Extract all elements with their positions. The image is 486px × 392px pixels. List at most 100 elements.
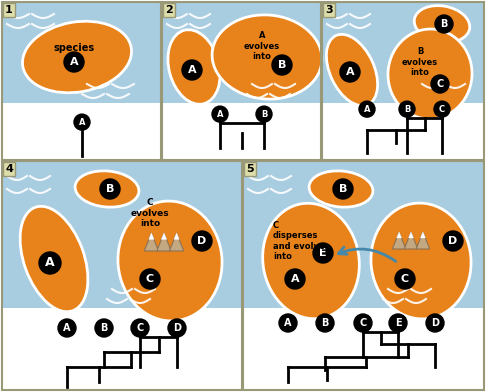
Polygon shape [174,233,179,239]
Bar [243,161,484,308]
Text: A
evolves
into: A evolves into [244,31,280,61]
Circle shape [434,101,450,117]
Polygon shape [144,233,158,251]
Circle shape [389,314,407,332]
Bar [2,103,161,160]
Ellipse shape [371,203,471,319]
Polygon shape [392,232,406,249]
Text: B
evolves
into: B evolves into [402,47,438,77]
Text: C: C [401,274,409,284]
Text: B: B [440,19,448,29]
Polygon shape [397,232,401,238]
Text: C: C [359,318,366,328]
Text: 5: 5 [246,164,254,174]
Ellipse shape [20,206,88,312]
Circle shape [285,269,305,289]
Text: species: species [53,43,95,53]
Text: A: A [291,274,299,284]
Text: C: C [137,323,144,333]
Circle shape [39,252,61,274]
Polygon shape [149,233,154,239]
Circle shape [426,314,444,332]
Circle shape [58,319,76,337]
Text: B: B [339,184,347,194]
Text: A: A [188,65,196,75]
Circle shape [443,231,463,251]
Text: D: D [449,236,458,246]
Text: B: B [278,60,286,70]
Circle shape [340,62,360,82]
Circle shape [359,101,375,117]
Text: A: A [364,105,370,114]
Circle shape [192,231,212,251]
Circle shape [354,314,372,332]
Circle shape [95,319,113,337]
Text: E: E [395,318,401,328]
Ellipse shape [262,203,359,319]
Ellipse shape [22,21,132,93]
FancyArrowPatch shape [338,247,396,261]
Ellipse shape [212,15,322,99]
Bar [322,2,484,103]
Circle shape [140,269,160,289]
Polygon shape [170,233,184,251]
Text: C: C [436,79,444,89]
Text: A: A [217,110,223,119]
Circle shape [395,269,415,289]
Circle shape [182,60,202,80]
Text: A: A [63,323,71,333]
Text: B: B [404,105,410,114]
Bar [162,2,321,103]
Text: C: C [439,105,445,114]
Text: E: E [319,248,327,258]
Ellipse shape [118,201,222,321]
Circle shape [333,179,353,199]
Bar [322,2,484,160]
Polygon shape [404,232,418,249]
Bar [2,2,161,160]
Text: C
disperses
and evolves
into: C disperses and evolves into [273,221,330,261]
Circle shape [212,106,228,122]
Text: B: B [106,184,114,194]
Text: A: A [346,67,354,77]
Text: 1: 1 [5,5,13,15]
Ellipse shape [414,5,470,42]
Text: B: B [100,323,108,333]
Text: 2: 2 [165,5,173,15]
Circle shape [131,319,149,337]
Text: 3: 3 [325,5,332,15]
Text: D: D [431,318,439,328]
Text: C
evolves
into: C evolves into [131,198,169,228]
Text: C: C [146,274,154,284]
Circle shape [399,101,415,117]
Polygon shape [161,233,167,239]
Bar [2,161,242,390]
Ellipse shape [388,29,472,119]
Circle shape [431,75,449,93]
Bar [2,2,161,103]
Polygon shape [157,233,171,251]
Text: A: A [284,318,292,328]
Polygon shape [416,232,430,249]
Circle shape [74,114,90,130]
Ellipse shape [75,171,139,207]
Ellipse shape [168,30,220,104]
Ellipse shape [309,171,373,207]
Bar [322,103,484,160]
Polygon shape [409,232,414,238]
Text: D: D [197,236,207,246]
Bar [162,2,321,160]
Circle shape [168,319,186,337]
Ellipse shape [327,34,378,106]
Bar [243,161,484,390]
Text: A: A [45,256,55,270]
Circle shape [100,179,120,199]
Text: D: D [173,323,181,333]
Circle shape [272,55,292,75]
Polygon shape [420,232,425,238]
Text: A: A [79,118,85,127]
Bar [2,308,242,390]
Bar [162,103,321,160]
Circle shape [256,106,272,122]
Bar [243,308,484,390]
